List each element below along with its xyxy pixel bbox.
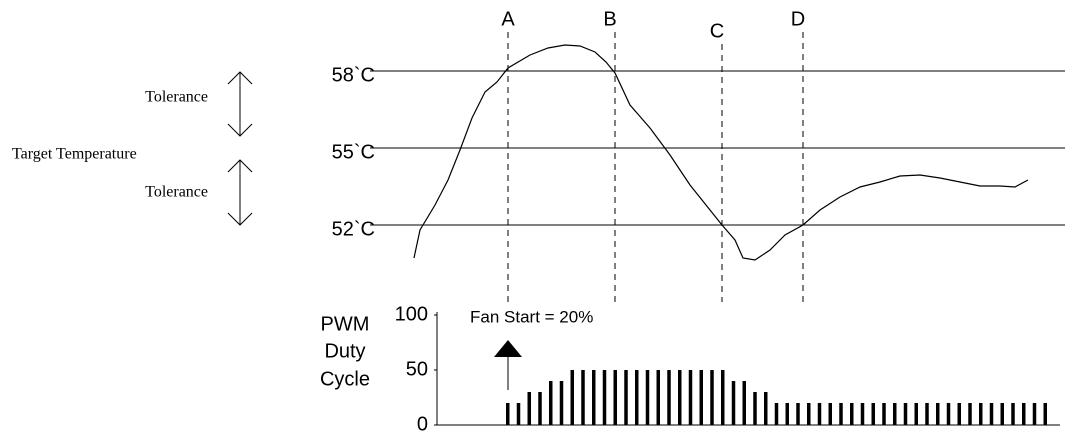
pwm-bar xyxy=(764,392,768,425)
pwm-bar xyxy=(1000,403,1004,425)
double-arrow xyxy=(227,71,253,137)
axis-label: Duty xyxy=(324,340,365,362)
pwm-bar xyxy=(946,403,951,425)
pwm-bar xyxy=(721,370,725,425)
pwm-bar xyxy=(989,403,994,425)
pwm-bar xyxy=(688,370,693,425)
pwm-bar xyxy=(613,370,617,425)
pwm-bar xyxy=(871,403,875,425)
axis-label: Cycle xyxy=(320,368,370,390)
pwm-bar xyxy=(731,381,736,425)
tolerance-arrows xyxy=(227,71,253,226)
pwm-bar xyxy=(570,370,574,425)
tolerance-label: Tolerance xyxy=(145,89,208,106)
marker-label: B xyxy=(603,8,616,30)
pwm-bar xyxy=(882,403,886,425)
pwm-bar xyxy=(817,403,822,425)
pwm-bar xyxy=(774,403,779,425)
pwm-bar xyxy=(914,403,918,425)
pwm-bar xyxy=(506,403,510,425)
pwm-bar xyxy=(699,370,703,425)
pwm-bar xyxy=(903,403,908,425)
pwm-bar xyxy=(850,403,854,425)
pwm-bar xyxy=(656,370,660,425)
annotation: Fan Start = 20% xyxy=(470,307,593,326)
pwm-bar xyxy=(635,370,639,425)
y-tick-label: 100 xyxy=(395,303,428,325)
pwm-bar xyxy=(538,392,542,425)
pwm-bar xyxy=(828,403,832,425)
axis-label: PWM xyxy=(321,313,370,335)
pwm-bar xyxy=(1032,403,1037,425)
pwm-bar xyxy=(1011,403,1015,425)
tolerance-label: Tolerance xyxy=(145,184,208,201)
marker-label: C xyxy=(710,20,724,42)
pwm-bar xyxy=(549,381,553,425)
temperature-levels xyxy=(370,70,1065,226)
pwm-bar xyxy=(839,403,843,425)
pwm-bar xyxy=(979,403,983,425)
temperature-label: 58`C xyxy=(332,64,375,86)
pwm-bar xyxy=(624,370,628,425)
pwm-bar xyxy=(753,392,757,425)
marker-label: A xyxy=(501,8,515,30)
pwm-bar xyxy=(581,370,585,425)
y-tick-label: 50 xyxy=(406,358,428,380)
pwm-bar xyxy=(645,370,650,425)
pwm-bar xyxy=(968,403,972,425)
pwm-bar xyxy=(592,370,596,425)
marker-lines xyxy=(507,32,804,302)
pwm-bar xyxy=(1043,403,1047,425)
y-tick-label: 0 xyxy=(417,413,428,435)
pwm-bar xyxy=(602,370,607,425)
pwm-bar xyxy=(678,370,682,425)
pwm-bar xyxy=(710,370,714,425)
temperature-label: 52`C xyxy=(332,218,375,240)
pwm-bar xyxy=(742,381,746,425)
pwm-bar xyxy=(807,403,811,425)
marker-label: D xyxy=(791,8,805,30)
pwm-bar xyxy=(527,392,531,425)
temperature-curve xyxy=(413,44,1029,261)
pwm-chart: PWM Duty Cycle Fan Start = 20% xyxy=(320,307,1060,426)
target-label: Target Temperature xyxy=(12,146,137,163)
pwm-bar xyxy=(516,403,521,425)
pwm-bar xyxy=(1022,403,1026,425)
pwm-bar xyxy=(667,370,671,425)
pwm-bar xyxy=(893,403,897,425)
pwm-bar xyxy=(860,403,865,425)
pwm-bar xyxy=(936,403,940,425)
arrow-head xyxy=(494,340,522,357)
temperature-label: 55`C xyxy=(332,141,375,163)
pwm-bar xyxy=(785,403,789,425)
double-arrow xyxy=(227,159,253,226)
pwm-bar xyxy=(559,381,564,425)
pwm-bar xyxy=(796,403,800,425)
pwm-bar xyxy=(957,403,961,425)
pwm-bar xyxy=(925,403,929,425)
